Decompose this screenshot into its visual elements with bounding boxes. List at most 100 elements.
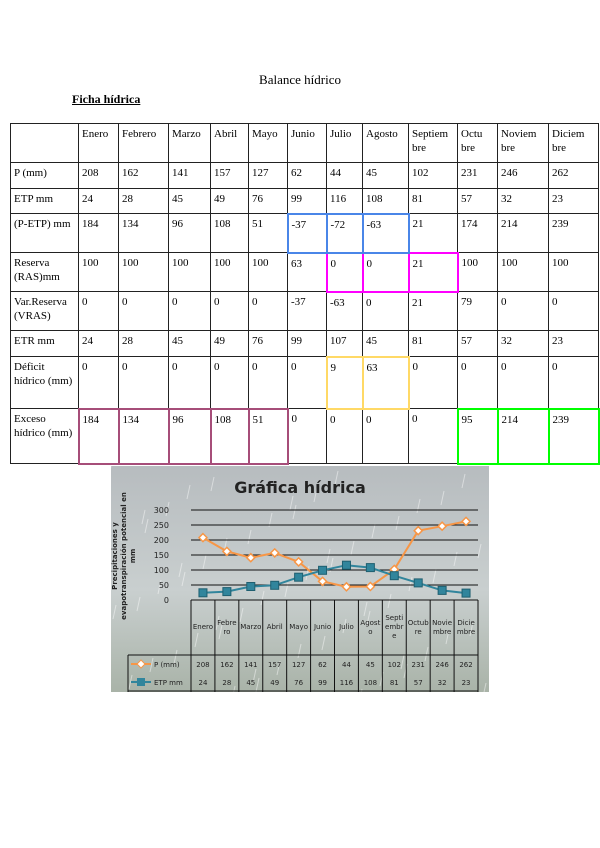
table-cell: 0 <box>326 408 363 464</box>
table-row: P (mm) 208 162 141 157 127 62 44 45 102 231 246 262 <box>10 162 599 189</box>
table-value: 102 <box>388 661 401 669</box>
section-heading: Ficha hídrica <box>72 92 141 106</box>
table-cell: 24 <box>78 188 119 214</box>
table-cell: 116 <box>326 188 363 214</box>
table-cell: 0 <box>362 291 409 331</box>
table-value: 23 <box>462 679 471 687</box>
table-cell: 214 <box>497 213 549 253</box>
table-value: 57 <box>414 679 423 687</box>
table-cell: 246 <box>497 162 549 189</box>
rain-streak <box>469 621 474 637</box>
table-cell: 28 <box>118 188 169 214</box>
rain-streak <box>247 529 252 545</box>
data-point <box>246 582 256 591</box>
rain-streak <box>395 515 400 531</box>
table-cell: 231 <box>457 162 498 189</box>
table-cell: -63 <box>326 291 363 331</box>
rain-streak <box>260 590 265 606</box>
rain-streak <box>194 632 199 648</box>
table-row: Déficit hídrico (mm) 0 0 0 0 0 0 9 63 0 0 0 0 <box>10 355 599 410</box>
rain-streak <box>342 618 347 634</box>
table-value: 44 <box>342 661 351 669</box>
row-label: Reserva (RAS)mm <box>10 252 79 292</box>
column-header: Diciem bre <box>548 123 599 163</box>
table-value: 231 <box>412 661 425 669</box>
table-cell: 76 <box>248 188 288 214</box>
water-balance-table: Enero Febrero Marzo Abril Mayo Junio Julio Agos… <box>10 123 600 465</box>
rain-streak <box>400 654 405 670</box>
rain-streak <box>215 615 220 631</box>
category-label: Junio <box>313 623 332 631</box>
rain-streak <box>210 476 215 492</box>
data-point <box>389 571 399 581</box>
table-cell: 102 <box>408 162 458 189</box>
table-cell: 0 <box>408 356 458 409</box>
data-point <box>413 578 423 588</box>
category-label: Noviembre <box>432 618 453 636</box>
rain-streak <box>305 565 310 581</box>
table-cell: 100 <box>210 252 249 292</box>
table-cell: 100 <box>248 252 288 292</box>
row-label: P (mm) <box>10 162 79 189</box>
row-label: Exceso hídrico (mm) <box>10 408 79 464</box>
table-value: 45 <box>366 661 375 669</box>
data-point <box>269 547 280 558</box>
column-header: Noviem bre <box>497 123 549 163</box>
column-header: Octu bre <box>457 123 498 163</box>
rain-streak <box>416 498 421 514</box>
table-cell: 0 <box>362 408 409 464</box>
chart-canvas: Gráfica hídrica 0 50 100 150 200 250 300 P (mm) 2… <box>111 466 489 692</box>
table-cell: 0 <box>287 356 327 409</box>
table-cell: 108 <box>210 213 249 253</box>
table-cell: 184 <box>78 213 119 253</box>
table-cell: 0 <box>78 356 119 409</box>
rain-streak <box>477 543 482 559</box>
table-cell: 0 <box>325 251 364 293</box>
table-cell: -63 <box>361 212 410 254</box>
column-header: Agosto <box>362 123 409 163</box>
water-chart: Gráfica hídrica 0 50 100 150 200 250 300 P (mm) 2… <box>111 466 489 692</box>
data-point <box>365 563 375 573</box>
data-point <box>270 580 280 590</box>
table-cell: 100 <box>497 252 549 292</box>
data-point <box>317 576 328 587</box>
table-cell: 23 <box>548 188 599 214</box>
rain-streak <box>128 674 133 690</box>
table-cell: 0 <box>287 408 327 464</box>
table-cell: 76 <box>248 330 288 357</box>
data-point <box>461 588 471 598</box>
table-cell: 0 <box>118 291 169 331</box>
table-cell: 62 <box>287 162 327 189</box>
table-value: 162 <box>220 661 233 669</box>
table-cell: 134 <box>118 213 169 253</box>
legend-label: ETP mm <box>154 679 183 687</box>
table-value: 32 <box>438 679 447 687</box>
data-point <box>221 546 232 557</box>
table-cell: 0 <box>210 356 249 409</box>
table-cell: 0 <box>497 356 549 409</box>
table-cell: 0 <box>457 356 498 409</box>
y-tick-label: 0 <box>164 596 169 605</box>
rain-streak <box>334 470 339 486</box>
table-row: ETP mm 24 28 45 49 76 99 116 108 81 57 32 23 <box>10 188 599 214</box>
y-tick-label: 100 <box>154 566 169 575</box>
rain-streak <box>157 579 162 595</box>
category-label: Julio <box>339 623 354 631</box>
table-cell: 108 <box>362 188 409 214</box>
y-tick-label: 200 <box>154 536 169 545</box>
table-cell: 100 <box>78 252 119 292</box>
table-value: 127 <box>292 661 305 669</box>
table-value: 62 <box>318 661 327 669</box>
table-cell: 108 <box>209 407 250 465</box>
table-cell: 141 <box>168 162 211 189</box>
rain-streak <box>292 504 297 520</box>
category-label: Mayo <box>289 623 308 631</box>
table-cell: 0 <box>248 356 288 409</box>
table-header-row: Enero Febrero Marzo Abril Mayo Junio Julio Agos… <box>10 123 599 163</box>
row-label: Déficit hídrico (mm) <box>10 356 79 409</box>
table-cell: 0 <box>78 291 119 331</box>
rain-streak <box>239 607 244 623</box>
table-cell: 100 <box>168 252 211 292</box>
data-point <box>341 581 352 592</box>
rain-streak <box>165 501 170 517</box>
